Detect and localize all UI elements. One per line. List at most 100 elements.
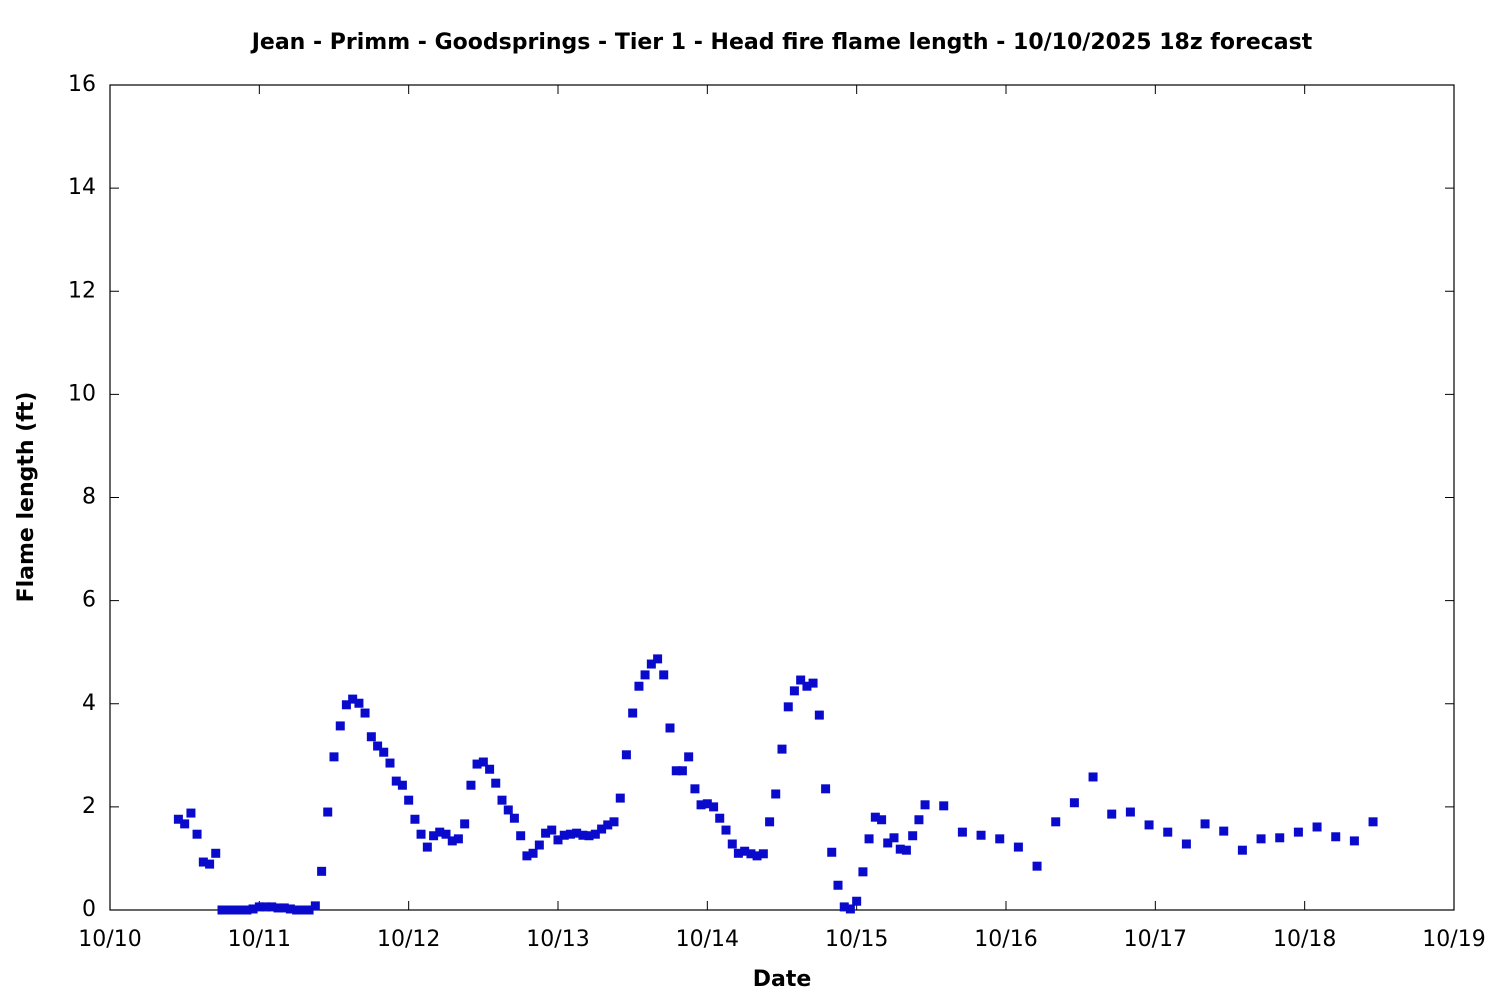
point xyxy=(391,776,401,786)
point xyxy=(366,732,376,742)
x-tick-label: 10/11 xyxy=(228,927,291,952)
point xyxy=(354,698,364,708)
point xyxy=(852,896,862,906)
point xyxy=(733,848,743,858)
point xyxy=(541,828,551,838)
point xyxy=(404,795,414,805)
point xyxy=(864,834,874,844)
y-tick-label: 0 xyxy=(82,897,96,922)
point xyxy=(1331,832,1341,842)
point xyxy=(1144,820,1154,830)
point xyxy=(410,814,420,824)
point xyxy=(186,808,196,818)
point xyxy=(752,851,762,861)
point xyxy=(814,710,824,720)
point xyxy=(920,800,930,810)
point xyxy=(646,659,656,669)
point xyxy=(1013,842,1023,852)
point xyxy=(559,830,569,840)
y-tick-label: 16 xyxy=(68,72,96,97)
point xyxy=(771,789,781,799)
point xyxy=(740,846,750,856)
point xyxy=(323,807,333,817)
point xyxy=(833,880,843,890)
point xyxy=(590,829,600,839)
point xyxy=(379,747,389,757)
point xyxy=(628,708,638,718)
point xyxy=(217,905,227,915)
x-tick-label: 10/10 xyxy=(78,927,141,952)
point xyxy=(341,700,351,710)
point xyxy=(528,848,538,858)
point xyxy=(690,784,700,794)
point xyxy=(285,904,295,914)
y-tick-label: 8 xyxy=(82,485,96,510)
point xyxy=(534,840,544,850)
point xyxy=(254,902,264,912)
y-tick-label: 4 xyxy=(82,691,96,716)
point xyxy=(858,867,868,877)
point xyxy=(1293,827,1303,837)
x-tick-label: 10/14 xyxy=(676,927,739,952)
point xyxy=(248,904,258,914)
point xyxy=(242,905,252,915)
point xyxy=(1125,807,1135,817)
y-tick-label: 2 xyxy=(82,794,96,819)
point xyxy=(957,827,967,837)
point xyxy=(877,815,887,825)
y-tick-label: 14 xyxy=(68,175,96,200)
point xyxy=(895,844,905,854)
point xyxy=(609,817,619,827)
point xyxy=(839,902,849,912)
point xyxy=(435,827,445,837)
point xyxy=(1069,798,1079,808)
point xyxy=(453,834,463,844)
x-tick-label: 10/12 xyxy=(377,927,440,952)
point xyxy=(1256,834,1266,844)
point xyxy=(522,851,532,861)
point xyxy=(292,905,302,915)
point xyxy=(721,825,731,835)
point xyxy=(429,831,439,841)
point xyxy=(503,805,513,815)
x-tick-label: 10/18 xyxy=(1273,927,1336,952)
point xyxy=(578,830,588,840)
point xyxy=(634,681,644,691)
point xyxy=(460,819,470,829)
point xyxy=(746,849,756,859)
point xyxy=(310,901,320,911)
point xyxy=(901,845,911,855)
y-axis-label: Flame length (ft) xyxy=(14,392,39,603)
point xyxy=(385,758,395,768)
point xyxy=(684,752,694,762)
point xyxy=(180,819,190,829)
point xyxy=(466,780,476,790)
x-tick-label: 10/16 xyxy=(974,927,1037,952)
y-tick-label: 6 xyxy=(82,588,96,613)
point xyxy=(939,801,949,811)
point xyxy=(205,859,215,869)
point xyxy=(516,831,526,841)
point xyxy=(485,764,495,774)
point xyxy=(547,825,557,835)
point xyxy=(572,828,582,838)
point xyxy=(1219,826,1229,836)
point xyxy=(995,834,1005,844)
point xyxy=(373,741,383,751)
point xyxy=(1032,861,1042,871)
point xyxy=(1275,833,1285,843)
point xyxy=(827,847,837,857)
point xyxy=(1051,817,1061,827)
point xyxy=(715,813,725,823)
point xyxy=(236,905,246,915)
point xyxy=(640,670,650,680)
point xyxy=(883,838,893,848)
point xyxy=(360,708,370,718)
point xyxy=(671,766,681,776)
point xyxy=(821,784,831,794)
point xyxy=(584,831,594,841)
point xyxy=(497,795,507,805)
point xyxy=(211,848,221,858)
point xyxy=(553,835,563,845)
